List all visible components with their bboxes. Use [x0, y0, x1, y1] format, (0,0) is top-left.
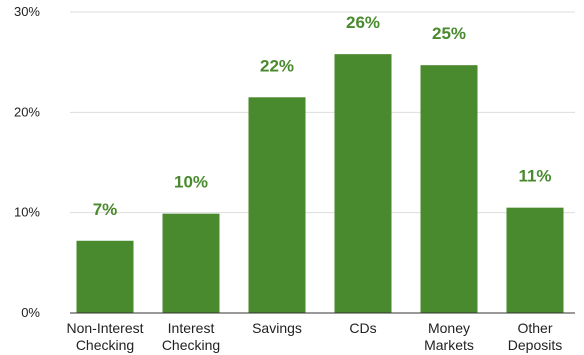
- data-labels: 7% 10% 22% 26% 25% 11%: [93, 13, 552, 219]
- category-label-line: Interest: [168, 320, 215, 336]
- bar: [420, 65, 478, 313]
- bar: [506, 207, 564, 313]
- bar-value-label: 11%: [518, 167, 551, 186]
- bar: [334, 54, 392, 313]
- y-tick-label: 20%: [14, 104, 40, 119]
- bar: [162, 213, 220, 313]
- category-label-line: Money: [428, 320, 470, 336]
- category-label: Other Deposits: [508, 320, 562, 353]
- bar-value-label: 26%: [346, 13, 380, 32]
- bar-value-label: 25%: [432, 24, 466, 43]
- category-label: Non-Interest Checking: [66, 320, 143, 353]
- category-label-line: Markets: [424, 337, 474, 353]
- bar-value-label: 7%: [93, 200, 118, 219]
- category-label: Interest Checking: [162, 320, 220, 353]
- y-tick-label: 30%: [14, 4, 40, 19]
- category-label-line: Savings: [252, 320, 302, 336]
- category-label: Money Markets: [424, 320, 474, 353]
- category-label-line: Other: [517, 320, 552, 336]
- y-tick-label: 0%: [21, 305, 40, 320]
- bar-value-label: 10%: [174, 173, 208, 192]
- category-label: Savings: [252, 320, 302, 336]
- bar: [76, 240, 134, 313]
- category-label-line: Checking: [162, 337, 220, 353]
- bar: [248, 97, 306, 314]
- category-label-line: Deposits: [508, 337, 562, 353]
- gridlines: [70, 11, 575, 214]
- bar-value-label: 22%: [260, 56, 294, 75]
- bars: [76, 54, 564, 314]
- category-label-line: CDs: [349, 320, 376, 336]
- y-tick-label: 10%: [14, 205, 40, 220]
- category-label-line: Non-Interest: [66, 320, 143, 336]
- category-label-line: Checking: [76, 337, 134, 353]
- category-label: CDs: [349, 320, 376, 336]
- y-axis-tick-labels: 0% 10% 20% 30%: [14, 4, 40, 320]
